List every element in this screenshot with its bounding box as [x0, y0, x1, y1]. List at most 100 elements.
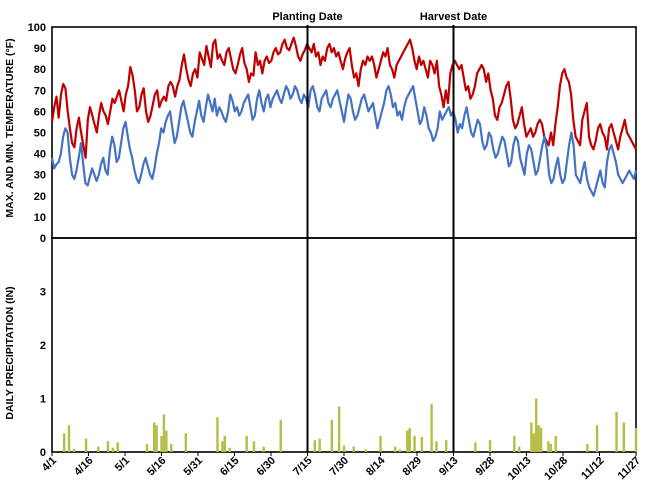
- temperature-lines: [50, 36, 638, 197]
- precipitation-bar: [153, 422, 156, 452]
- precipitation-bar: [279, 419, 282, 452]
- precipitation-bar: [554, 435, 557, 452]
- date-marker-label: Planting Date: [272, 11, 342, 23]
- precipitation-bar: [393, 446, 397, 452]
- x-tick-label: 6/15: [218, 455, 242, 479]
- precipitation-bar: [352, 446, 355, 452]
- precipitation-bar: [62, 433, 66, 452]
- temperature-tick-label: 0: [40, 233, 46, 245]
- temperature-tick-label: 80: [34, 64, 46, 76]
- x-tick-label: 7/15: [291, 455, 315, 479]
- precipitation-bar: [67, 425, 71, 452]
- precipitation-axis-label: DAILY PRECIPITATION (IN): [4, 286, 16, 419]
- precipitation-bar: [216, 417, 219, 452]
- temperature-tick-label: 70: [34, 85, 46, 97]
- temperature-axis-label: MAX. AND MIN. TEMPERATURE (°F): [4, 38, 16, 217]
- precipitation-bar: [223, 435, 226, 452]
- precipitation-bar: [116, 442, 119, 452]
- precipitation-bar: [84, 438, 88, 452]
- temperature-tick-label: 20: [34, 191, 46, 203]
- precipitation-bar: [615, 411, 618, 452]
- precipitation-bar: [111, 447, 115, 452]
- precipitation-bar: [488, 440, 492, 452]
- precipitation-tick-label: 3: [40, 287, 46, 299]
- x-tick-label: 10/28: [542, 455, 570, 483]
- x-tick-labels: 4/1 4/16 5/1 5/16 5/31 6/15 6/30 7/15 7/30 8/14 8/…: [40, 452, 643, 483]
- precipitation-bar: [586, 443, 589, 452]
- precipitation-bar: [245, 435, 248, 452]
- precipitation-bar: [155, 425, 158, 452]
- precipitation-bar: [252, 441, 256, 452]
- precipitation-bar: [420, 437, 424, 452]
- precipitation-bar: [430, 403, 433, 452]
- temperature-tick-label: 50: [34, 128, 46, 140]
- precipitation-bar: [184, 433, 188, 452]
- precipitation-bars: [62, 398, 638, 452]
- x-tick-label: 9/28: [473, 455, 497, 479]
- precipitation-bar: [330, 419, 334, 452]
- precipitation-bar: [398, 449, 402, 452]
- x-tick-label: 7/30: [327, 455, 351, 479]
- temperature-tick-label: 30: [34, 170, 46, 182]
- precipitation-bar: [145, 443, 149, 452]
- precipitation-bar: [170, 443, 173, 452]
- x-tick-label: 5/1: [113, 455, 132, 474]
- precipitation-bar: [228, 447, 231, 452]
- precipitation-bar: [97, 446, 100, 452]
- precipitation-bar: [549, 443, 553, 452]
- x-tick-label: 9/13: [437, 455, 461, 479]
- x-tick-label: 11/27: [616, 455, 644, 483]
- y-tick-labels: 0 10 20 30 40 50 60 70 80 90 100 0 1 2 3: [28, 22, 46, 459]
- precipitation-bar: [313, 440, 316, 452]
- precipitation-bar: [160, 435, 163, 452]
- date-marker-label: Harvest Date: [420, 11, 487, 23]
- precipitation-bar: [318, 438, 321, 452]
- precipitation-bar: [518, 446, 521, 452]
- precipitation-bar: [634, 427, 638, 452]
- x-tick-label: 10/13: [506, 455, 534, 483]
- precipitation-bar: [342, 445, 346, 452]
- precipitation-bar: [364, 449, 368, 452]
- temperature-tick-label: 60: [34, 106, 46, 118]
- temperature-tick-label: 100: [28, 22, 46, 34]
- precipitation-bar: [413, 435, 416, 452]
- precipitation-bar: [539, 427, 543, 452]
- precipitation-panel-frame: [51, 237, 637, 453]
- x-tick-label: 5/31: [181, 455, 205, 479]
- precipitation-bar: [547, 441, 550, 452]
- x-tick-label: 8/14: [364, 454, 388, 478]
- precipitation-bar: [532, 433, 535, 452]
- precipitation-bar: [72, 448, 76, 452]
- x-tick-label: 5/16: [145, 455, 169, 479]
- date-markers: Planting Date Harvest Date: [272, 11, 487, 452]
- precipitation-bar: [445, 440, 448, 452]
- x-tick-label: 4/16: [72, 455, 96, 479]
- x-tick-label: 6/30: [254, 455, 278, 479]
- precipitation-bar: [262, 446, 265, 452]
- x-tick-label: 8/29: [400, 455, 424, 479]
- max-temperature-line: [50, 36, 637, 159]
- temperature-tick-label: 10: [34, 212, 46, 224]
- precipitation-tick-label: 1: [40, 394, 46, 406]
- precipitation-tick-label: 0: [40, 447, 46, 459]
- plot-frames: [51, 26, 637, 453]
- precipitation-bar: [435, 441, 438, 452]
- temperature-tick-label: 40: [34, 149, 46, 161]
- precipitation-bar: [106, 441, 110, 452]
- min-temperature-line: [50, 84, 638, 197]
- precipitation-bar: [221, 441, 224, 452]
- precipitation-bar: [622, 422, 626, 452]
- precipitation-bar: [162, 414, 166, 452]
- x-tick-label: 11/12: [579, 455, 607, 483]
- precipitation-bar: [165, 430, 168, 452]
- precipitation-bar: [595, 425, 599, 452]
- precipitation-bar: [408, 427, 411, 452]
- precipitation-bar: [530, 422, 533, 452]
- precipitation-bar: [406, 430, 409, 452]
- precipitation-tick-label: 2: [40, 340, 46, 352]
- precipitation-bar: [535, 398, 538, 452]
- precipitation-bar: [513, 435, 516, 452]
- precipitation-bar: [379, 435, 382, 452]
- precipitation-bar: [537, 425, 540, 452]
